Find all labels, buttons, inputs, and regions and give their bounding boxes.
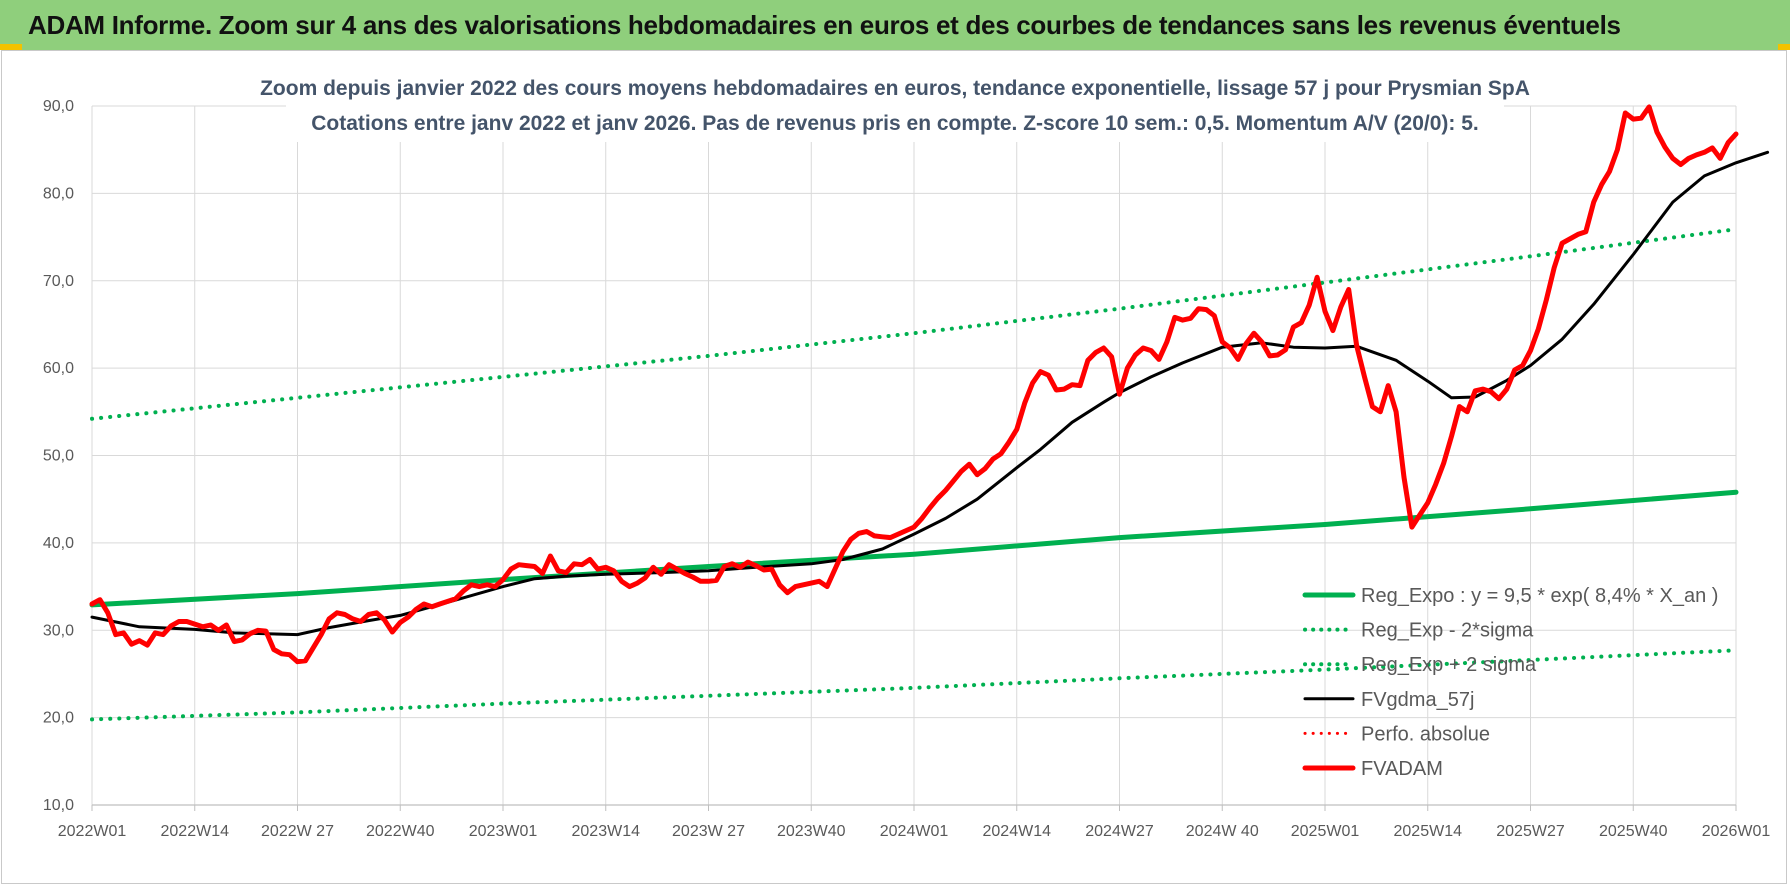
x-tick-label: 2023W 27 (672, 823, 745, 840)
legend-label-1: Reg_Exp - 2*sigma (1361, 620, 1534, 642)
y-tick-label: 30,0 (43, 622, 74, 639)
x-tick-label: 2023W14 (572, 823, 641, 840)
x-tick-label: 2022W14 (161, 823, 230, 840)
y-tick-label: 10,0 (43, 797, 74, 814)
header-banner: ADAM Informe. Zoom sur 4 ans des valoris… (0, 0, 1790, 50)
chart-legend[interactable]: Reg_Expo : y = 9,5 * exp( 8,4% * X_an ) R… (1302, 585, 1718, 780)
x-tick-label: 2024W01 (880, 823, 949, 840)
y-tick-label: 50,0 (43, 448, 74, 465)
legend-label-0: Reg_Expo : y = 9,5 * exp( 8,4% * X_an ) (1361, 585, 1718, 607)
chart-title-block: Zoom depuis janvier 2022 des cours moyen… (260, 70, 1530, 142)
y-tick-label: 60,0 (43, 360, 74, 377)
y-tick-label: 40,0 (43, 535, 74, 552)
x-tick-label: 2023W01 (469, 823, 538, 840)
x-tick-label: 2026W01 (1702, 823, 1771, 840)
chart-axes: 10,0 20,0 30,0 40,0 50,0 60,0 70,0 80,0 90,0 2022… (43, 98, 1770, 840)
x-tick-label: 2024W 40 (1186, 823, 1259, 840)
banner-accent-left (0, 44, 22, 50)
x-tick-label: 2025W40 (1599, 823, 1668, 840)
x-tick-label: 2023W40 (777, 823, 846, 840)
series-line-3 (90, 150, 1770, 637)
y-tick-label: 90,0 (43, 98, 74, 115)
chart-area-border (1, 50, 1787, 884)
x-tick-label: 2022W 27 (261, 823, 334, 840)
y-tick-label: 80,0 (43, 185, 74, 202)
chart-grid (91, 105, 1737, 806)
x-tick-label: 2024W14 (983, 823, 1052, 840)
legend-label-2: Reg_Exp + 2 sigma (1361, 654, 1537, 676)
x-tick-label: 2022W40 (366, 823, 435, 840)
y-tick-label: 70,0 (43, 273, 74, 290)
x-tick-label: 2025W14 (1394, 823, 1463, 840)
series-line-5 (89, 104, 1739, 665)
legend-label-5: FVADAM (1361, 758, 1443, 780)
x-tick-label: 2022W01 (58, 823, 127, 840)
chart-title: Zoom depuis janvier 2022 des cours moyen… (260, 77, 1530, 100)
chart-series (89, 104, 1770, 722)
series-line-2 (90, 227, 1738, 421)
chart-title-background (286, 70, 1504, 142)
chart-subtitle: Cotations entre janv 2022 et janv 2026. … (311, 112, 1479, 135)
legend-label-4: Perfo. absolue (1361, 723, 1490, 745)
y-tick-label: 20,0 (43, 710, 74, 727)
series-line-0 (89, 489, 1739, 608)
x-tick-label: 2025W27 (1496, 823, 1565, 840)
banner-accent-right (1778, 44, 1790, 50)
series-line-1 (90, 648, 1738, 722)
x-tick-label: 2024W27 (1085, 823, 1154, 840)
x-tick-label: 2025W01 (1291, 823, 1360, 840)
legend-label-3: FVgdma_57j (1361, 689, 1474, 711)
page-title: ADAM Informe. Zoom sur 4 ans des valoris… (28, 10, 1621, 40)
